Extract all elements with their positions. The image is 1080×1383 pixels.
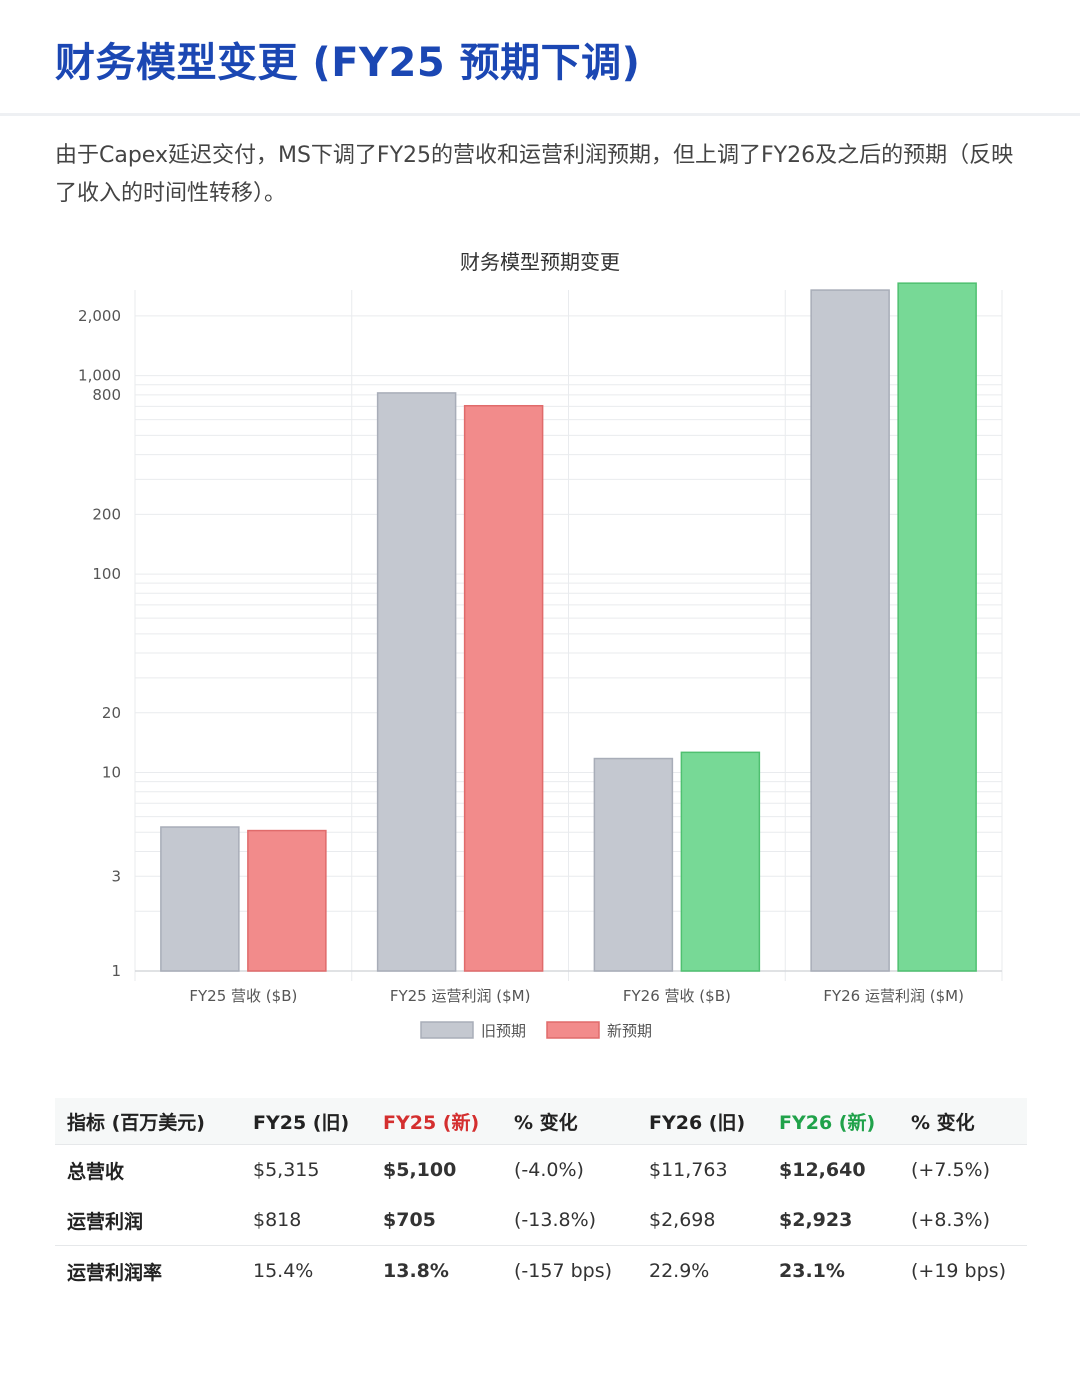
y-tick-label: 200 xyxy=(92,505,121,523)
legend-label: 新预期 xyxy=(607,1022,652,1040)
metric-cell: 运营利润率 xyxy=(55,1245,241,1296)
fy25-old-cell: $5,315 xyxy=(241,1144,371,1195)
chart-title: 财务模型预期变更 xyxy=(460,250,620,274)
table-row: 总营收 $5,315 $5,100 (-4.0%) $11,763 $12,64… xyxy=(55,1144,1027,1195)
metric-cell: 总营收 xyxy=(55,1144,241,1195)
bar-new-3[interactable] xyxy=(897,282,977,972)
col-header-fy26-old: FY26 (旧) xyxy=(637,1098,767,1145)
col-header-fy25-old: FY25 (旧) xyxy=(241,1098,371,1145)
fy25-new-cell: $5,100 xyxy=(371,1144,502,1195)
bar-old-0[interactable] xyxy=(160,826,240,972)
fy25-change-cell: (-13.8%) xyxy=(514,1209,597,1231)
legend-label: 旧预期 xyxy=(481,1022,526,1040)
fy26-change-cell: (+7.5%) xyxy=(899,1144,1027,1195)
fy26-new-cell: $2,923 xyxy=(779,1209,853,1231)
page-title: 财务模型变更 (FY25 预期下调) xyxy=(55,40,641,86)
col-header-fy25-new: FY25 (新) xyxy=(371,1098,502,1145)
y-tick-label: 100 xyxy=(92,565,121,583)
y-tick-label: 2,000 xyxy=(78,307,121,325)
fy26-old-cell: 22.9% xyxy=(637,1245,767,1296)
y-tick-label: 1 xyxy=(111,962,121,980)
bar-old-3[interactable] xyxy=(810,289,890,972)
title-divider xyxy=(0,113,1080,116)
fy26-new-cell: 23.1% xyxy=(767,1245,899,1296)
y-tick-label: 10 xyxy=(102,764,121,782)
bar-new-0[interactable] xyxy=(247,829,327,972)
fy25-old-cell: $818 xyxy=(253,1209,302,1231)
metric-cell: 运营利润 xyxy=(67,1210,144,1233)
legend-swatch xyxy=(420,1021,474,1039)
table-row: 运营利润率 15.4% 13.8% (-157 bps) 22.9% 23.1%… xyxy=(55,1245,1027,1296)
fy26-old-cell: $11,763 xyxy=(637,1144,767,1195)
fy25-old-cell: 15.4% xyxy=(241,1245,371,1296)
legend-item-1[interactable]: 新预期 xyxy=(546,1021,652,1040)
col-header-fy26-new: FY26 (新) xyxy=(767,1098,899,1145)
y-tick-label: 1,000 xyxy=(78,367,121,385)
model-change-table: 指标 (百万美元) FY25 (旧) FY25 (新) % 变化 FY26 (旧… xyxy=(55,1098,1027,1296)
table-row: 运营利润 $818 $705 (-13.8%) $2,698 $2,923 (+… xyxy=(55,1195,1027,1246)
bar-old-1[interactable] xyxy=(376,392,457,972)
legend-swatch xyxy=(546,1021,600,1039)
col-header-fy26-change: % 变化 xyxy=(899,1098,1027,1145)
fy25-new-cell: $705 xyxy=(383,1209,436,1231)
fy25-change-cell: (-4.0%) xyxy=(502,1144,637,1195)
x-tick-label: FY26 营收 ($B) xyxy=(623,987,731,1005)
y-tick-label: 800 xyxy=(92,386,121,404)
fy25-change-cell: (-157 bps) xyxy=(502,1245,637,1296)
x-tick-label: FY25 运营利润 ($M) xyxy=(390,987,531,1005)
x-tick-label: FY26 运营利润 ($M) xyxy=(823,987,964,1005)
fy26-old-cell: $2,698 xyxy=(649,1209,716,1231)
fy26-change-cell: (+19 bps) xyxy=(899,1245,1027,1296)
bar-new-1[interactable] xyxy=(463,404,544,972)
chart-legend[interactable]: 旧预期 新预期 xyxy=(420,1021,652,1040)
y-tick-label: 3 xyxy=(111,867,121,885)
col-header-fy25-change: % 变化 xyxy=(502,1098,637,1145)
bar-new-2[interactable] xyxy=(680,751,761,972)
bar-old-2[interactable] xyxy=(593,757,674,972)
legend-item-0[interactable]: 旧预期 xyxy=(420,1021,526,1040)
fy26-change-cell: (+8.3%) xyxy=(911,1209,991,1231)
x-tick-label: FY25 营收 ($B) xyxy=(189,987,297,1005)
fy25-new-cell: 13.8% xyxy=(371,1245,502,1296)
table-header-row: 指标 (百万美元) FY25 (旧) FY25 (新) % 变化 FY26 (旧… xyxy=(55,1098,1027,1145)
y-tick-label: 20 xyxy=(102,704,121,722)
col-header-metric: 指标 (百万美元) xyxy=(55,1098,241,1145)
intro-paragraph: 由于Capex延迟交付，MS下调了FY25的营收和运营利润预期，但上调了FY26… xyxy=(55,143,1014,206)
chart-bars xyxy=(160,282,977,972)
fy26-new-cell: $12,640 xyxy=(767,1144,899,1195)
